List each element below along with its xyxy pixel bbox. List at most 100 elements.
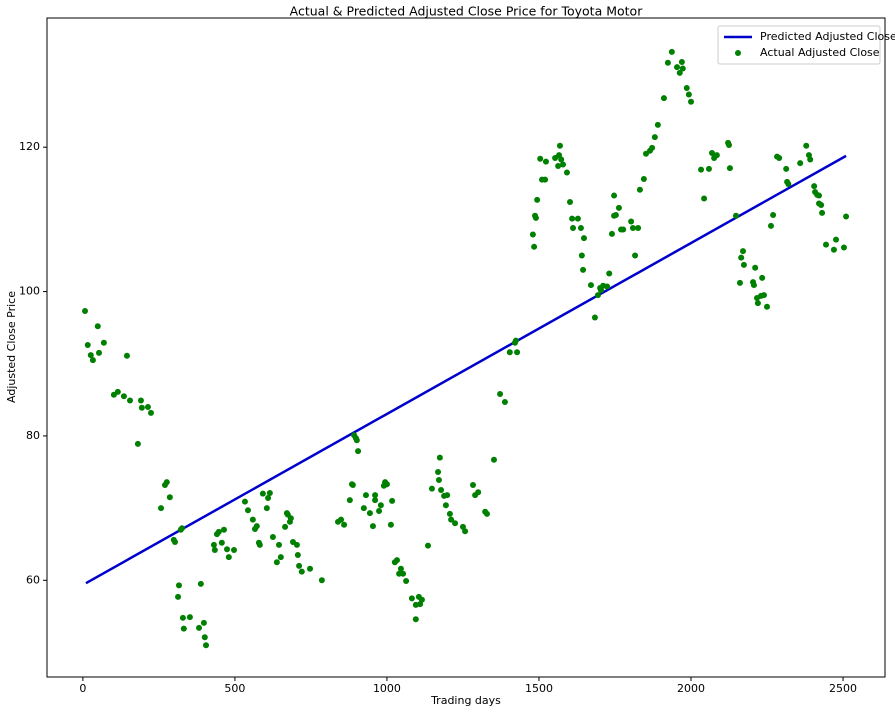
data-point xyxy=(123,352,130,359)
data-point xyxy=(664,59,671,66)
x-tick-label: 1000 xyxy=(373,682,401,695)
data-point xyxy=(307,565,314,572)
data-point xyxy=(448,516,455,523)
chart-title: Actual & Predicted Adjusted Close Price … xyxy=(290,4,644,19)
data-point xyxy=(674,64,681,71)
data-point xyxy=(376,507,383,514)
data-point xyxy=(172,539,179,546)
data-point xyxy=(253,523,260,530)
data-point xyxy=(649,144,656,151)
data-point xyxy=(362,492,369,499)
data-point xyxy=(266,489,273,496)
data-point xyxy=(833,236,840,243)
data-point xyxy=(265,494,272,501)
data-point xyxy=(469,482,476,489)
data-point xyxy=(134,440,141,447)
data-point xyxy=(294,552,301,559)
data-point xyxy=(683,85,690,92)
data-point xyxy=(823,241,830,248)
x-axis-label: Trading days xyxy=(430,694,501,707)
data-point xyxy=(197,580,204,587)
data-point xyxy=(531,243,538,250)
data-point xyxy=(654,121,661,128)
data-point xyxy=(446,510,453,517)
y-tick-label: 120 xyxy=(19,140,40,153)
data-point xyxy=(366,510,373,517)
data-point xyxy=(249,516,256,523)
x-tick-label: 500 xyxy=(224,682,245,695)
data-point xyxy=(752,264,759,271)
data-point xyxy=(736,279,743,286)
data-point xyxy=(360,505,367,512)
data-point xyxy=(708,149,715,156)
data-point xyxy=(89,357,96,364)
data-point xyxy=(435,476,442,483)
data-point xyxy=(383,481,390,488)
data-point xyxy=(211,546,218,553)
data-point xyxy=(501,398,508,405)
data-point xyxy=(797,160,804,167)
regression-line xyxy=(85,154,847,585)
data-point xyxy=(785,181,792,188)
data-point xyxy=(400,570,407,577)
data-point xyxy=(651,134,658,141)
data-point xyxy=(816,192,823,199)
data-point xyxy=(277,554,284,561)
data-point xyxy=(353,437,360,444)
data-point xyxy=(569,215,576,222)
y-tick-label: 80 xyxy=(26,429,40,442)
x-tick-label: 1500 xyxy=(525,682,553,695)
data-point xyxy=(542,176,549,183)
data-point xyxy=(201,634,208,641)
data-point xyxy=(84,341,91,348)
data-point xyxy=(843,213,850,220)
data-point xyxy=(740,261,747,268)
data-point xyxy=(138,404,145,411)
data-point xyxy=(346,497,353,504)
data-point xyxy=(196,624,203,631)
legend-swatch xyxy=(735,50,741,56)
data-point xyxy=(555,162,562,169)
data-point xyxy=(640,175,647,182)
data-point xyxy=(754,300,761,307)
data-point xyxy=(82,308,89,315)
x-tick-label: 0 xyxy=(79,682,86,695)
data-point xyxy=(296,562,303,569)
data-point xyxy=(818,201,825,208)
data-point xyxy=(563,169,570,176)
data-point xyxy=(807,156,814,163)
y-tick-label: 100 xyxy=(19,285,40,298)
data-point xyxy=(220,526,227,533)
data-point xyxy=(534,196,541,203)
data-point xyxy=(444,492,451,499)
data-point xyxy=(114,388,121,395)
data-point xyxy=(490,456,497,463)
y-axis-label: Adjusted Close Price xyxy=(5,291,18,403)
data-point xyxy=(224,546,231,553)
plot-frame xyxy=(46,17,886,678)
data-point xyxy=(676,69,683,76)
data-point xyxy=(570,225,577,232)
data-point xyxy=(660,95,667,102)
data-point xyxy=(483,510,490,517)
data-point xyxy=(542,158,549,165)
data-point xyxy=(594,292,601,299)
x-tick-label: 2500 xyxy=(829,682,857,695)
data-point xyxy=(408,595,415,602)
data-point xyxy=(442,502,449,509)
data-point xyxy=(215,528,222,535)
data-point xyxy=(611,192,618,199)
data-point xyxy=(574,215,581,222)
data-point xyxy=(100,339,107,346)
data-point xyxy=(163,479,170,486)
data-point xyxy=(269,533,276,540)
data-point xyxy=(180,625,187,632)
data-point xyxy=(764,303,771,310)
data-point xyxy=(158,505,165,512)
data-point xyxy=(580,235,587,242)
data-point xyxy=(830,246,837,253)
data-point xyxy=(497,391,504,398)
data-point xyxy=(200,619,207,626)
data-point xyxy=(179,525,186,532)
data-point xyxy=(726,165,733,172)
